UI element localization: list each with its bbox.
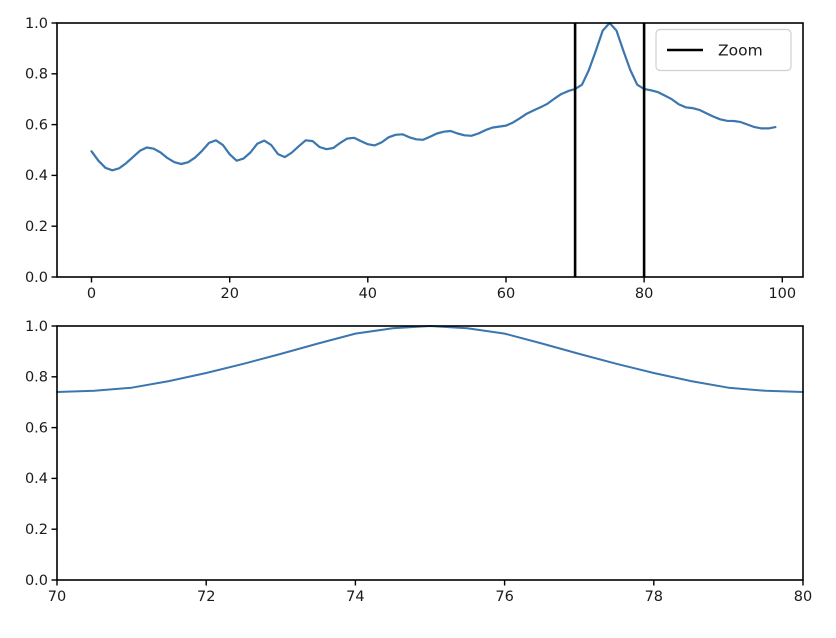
- top-xtick-label: 60: [497, 286, 515, 302]
- top-ytick-label: 0.2: [25, 219, 48, 235]
- zoom-xtick-label: 80: [794, 589, 812, 605]
- top-xtick-label: 40: [359, 286, 377, 302]
- zoom-ytick-label: 0.8: [25, 370, 48, 386]
- zoom-ytick-label: 0.4: [25, 471, 48, 487]
- top-xtick-label: 100: [768, 286, 796, 302]
- zoom-xtick-label: 76: [495, 589, 513, 605]
- zoom-ytick-label: 0.6: [25, 420, 48, 436]
- zoom-xtick-label: 74: [346, 589, 364, 605]
- zoom-xtick-label: 72: [197, 589, 215, 605]
- top-ytick-label: 0.4: [25, 168, 48, 184]
- zoom-xtick-label: 78: [645, 589, 663, 605]
- legend: Zoom: [655, 28, 792, 72]
- top-xtick-label: 0: [87, 286, 96, 302]
- legend-box: [655, 28, 792, 72]
- zoom-ytick-label: 0.0: [25, 573, 48, 589]
- top-xtick-label: 80: [635, 286, 653, 302]
- top-ytick-label: 0.8: [25, 67, 48, 83]
- zoom-axes-frame: [56, 325, 804, 581]
- top-axes-frame: [56, 22, 804, 278]
- zoom-xtick-label: 70: [48, 589, 66, 605]
- zoom-ytick-label: 1.0: [25, 319, 48, 335]
- top-ytick-label: 0.6: [25, 117, 48, 133]
- legend-label: Zoom: [718, 42, 763, 60]
- top-ytick-label: 0.0: [25, 270, 48, 286]
- zoom-ytick-label: 0.2: [25, 522, 48, 538]
- signal-line: [90, 21, 777, 172]
- top-ytick-label: 1.0: [25, 16, 48, 32]
- top-xtick-label: 20: [220, 286, 238, 302]
- top-plot: 0 20 40 60 80 100 0.0 0.2 0.4 0.6 0.8 1.0: [25, 16, 804, 302]
- bottom-zoom-plot: 70 72 74 76 78 80 0.0 0.2 0.4 0.6 0.8 1.0: [25, 319, 812, 605]
- signal-zoomed-line: [56, 325, 804, 393]
